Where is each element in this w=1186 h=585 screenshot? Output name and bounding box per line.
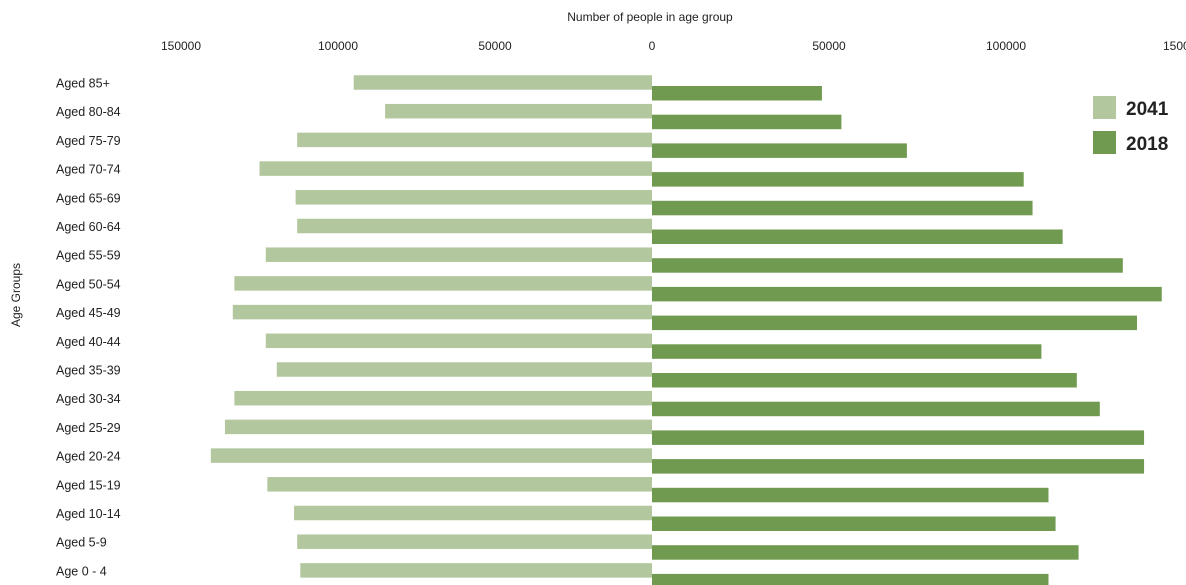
legend: 2041 2018 bbox=[1093, 96, 1169, 155]
bar-2041 bbox=[265, 333, 652, 349]
y-axis-title: Age Groups bbox=[9, 263, 23, 327]
bar-2041 bbox=[259, 161, 652, 176]
category-label: Aged 75-79 bbox=[56, 134, 121, 148]
category-label: Age 0 - 4 bbox=[56, 564, 107, 578]
category-label: Aged 85+ bbox=[56, 77, 110, 91]
bar-2041 bbox=[234, 390, 652, 406]
category-label: Aged 70-74 bbox=[56, 163, 121, 177]
bar-2018 bbox=[652, 487, 1049, 503]
bars bbox=[210, 75, 1162, 585]
bar-2041 bbox=[385, 103, 652, 119]
bar-2018 bbox=[652, 114, 842, 130]
bar-2018 bbox=[652, 315, 1137, 331]
bar-2041 bbox=[265, 247, 652, 262]
bar-2018 bbox=[652, 516, 1056, 531]
category-label: Aged 65-69 bbox=[56, 191, 121, 205]
bar-2018 bbox=[652, 573, 1049, 585]
x-tick-label: 0 bbox=[649, 39, 656, 53]
category-label: Aged 35-39 bbox=[56, 364, 121, 378]
legend-label-2018: 2018 bbox=[1126, 134, 1168, 155]
bar-2018 bbox=[652, 229, 1063, 244]
category-label: Aged 25-29 bbox=[56, 421, 121, 435]
category-label: Aged 45-49 bbox=[56, 306, 121, 320]
bar-2018 bbox=[652, 401, 1100, 417]
category-labels: Aged 85+ Aged 80-84 Aged 75-79 Aged 70-74 Ag… bbox=[56, 77, 121, 579]
bar-2018 bbox=[652, 258, 1123, 273]
legend-label-2041: 2041 bbox=[1126, 99, 1169, 120]
x-tick-label: 100000 bbox=[318, 39, 358, 53]
x-tick-label: 50000 bbox=[478, 39, 512, 53]
bar-2018 bbox=[652, 172, 1024, 187]
x-axis-ticks: 150000 100000 50000 0 50000 100000 150000 bbox=[161, 39, 1186, 53]
bar-2041 bbox=[297, 218, 652, 234]
bar-2018 bbox=[652, 86, 822, 101]
bar-2018 bbox=[652, 344, 1042, 359]
bar-2041 bbox=[294, 505, 652, 521]
x-axis-title: Number of people in age group bbox=[567, 10, 733, 24]
category-label: Aged 50-54 bbox=[56, 277, 121, 291]
x-tick-label: 150000 bbox=[161, 39, 201, 53]
bar-2041 bbox=[295, 190, 652, 205]
bar-2018 bbox=[652, 545, 1079, 560]
category-label: Aged 20-24 bbox=[56, 450, 121, 464]
bar-2018 bbox=[652, 143, 907, 158]
bar-2041 bbox=[234, 276, 652, 291]
x-tick-label: 100000 bbox=[986, 39, 1026, 53]
bar-2041 bbox=[297, 132, 652, 148]
category-label: Aged 5-9 bbox=[56, 536, 107, 550]
bar-2018 bbox=[652, 286, 1162, 302]
bar-2041 bbox=[300, 563, 652, 578]
bar-2041 bbox=[297, 534, 652, 549]
bar-2018 bbox=[652, 459, 1145, 474]
bar-2018 bbox=[652, 200, 1033, 216]
category-label: Aged 10-14 bbox=[56, 507, 121, 521]
category-label: Aged 40-44 bbox=[56, 335, 121, 349]
category-label: Aged 30-34 bbox=[56, 392, 121, 406]
x-tick-label: 150000 bbox=[1163, 39, 1186, 53]
category-label: Aged 55-59 bbox=[56, 249, 121, 263]
bar-2018 bbox=[652, 430, 1145, 445]
bar-2041 bbox=[276, 362, 652, 377]
category-label: Aged 80-84 bbox=[56, 105, 121, 119]
category-label: Aged 15-19 bbox=[56, 478, 121, 492]
legend-swatch-2018 bbox=[1093, 131, 1116, 154]
bar-2018 bbox=[652, 373, 1077, 388]
bar-2041 bbox=[232, 304, 652, 320]
legend-swatch-2041 bbox=[1093, 96, 1116, 119]
bar-2041 bbox=[267, 477, 652, 492]
x-tick-label: 50000 bbox=[812, 39, 846, 53]
category-label: Aged 60-64 bbox=[56, 220, 121, 234]
bar-2041 bbox=[210, 448, 652, 463]
bar-2041 bbox=[224, 419, 652, 435]
bar-2041 bbox=[353, 75, 652, 90]
